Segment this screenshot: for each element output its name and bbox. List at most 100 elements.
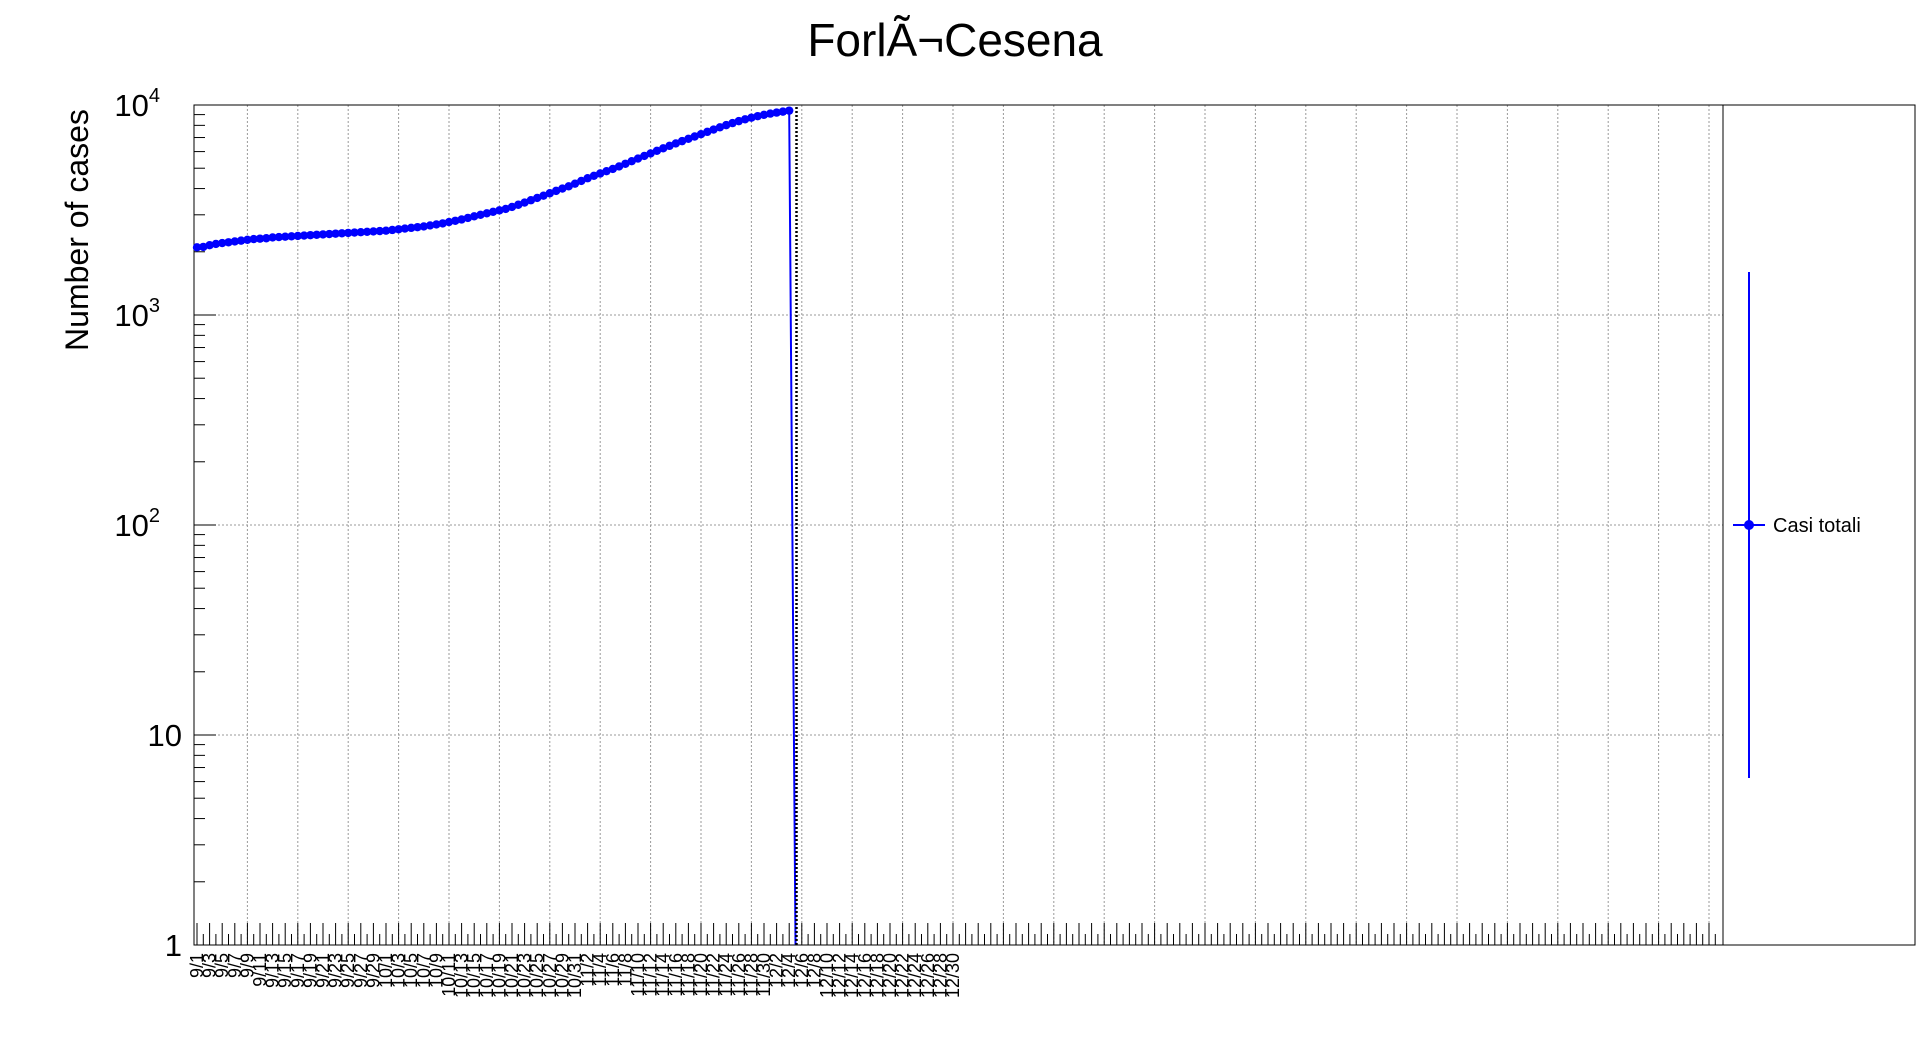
data-point bbox=[274, 232, 284, 242]
y-tick-exponent: 4 bbox=[149, 85, 160, 107]
x-tick-label: 10/3 bbox=[389, 953, 409, 988]
data-point bbox=[350, 228, 359, 237]
data-point bbox=[463, 213, 473, 223]
data-point bbox=[211, 239, 221, 249]
data-point bbox=[753, 111, 762, 121]
y-tick-exponent: 2 bbox=[149, 505, 160, 527]
y-tick-label: 102 bbox=[114, 505, 160, 543]
x-tick-label: 12/6 bbox=[792, 953, 812, 988]
data-point bbox=[205, 240, 214, 250]
x-tick-label: 12/12 bbox=[830, 953, 850, 998]
data-point bbox=[293, 231, 302, 241]
y-tick-label: 10 bbox=[148, 718, 182, 753]
x-tick-label: 12/8 bbox=[804, 953, 824, 988]
x-tick-label: 9/17 bbox=[288, 953, 308, 988]
data-point bbox=[596, 169, 605, 178]
x-tick-label: 9/11 bbox=[250, 953, 270, 987]
data-point bbox=[671, 139, 680, 148]
data-point bbox=[734, 116, 743, 126]
data-point bbox=[312, 230, 321, 239]
x-tick-label: 11/24 bbox=[716, 953, 736, 997]
x-tick-label: 11/18 bbox=[678, 953, 698, 997]
x-tick-label: 12/16 bbox=[855, 953, 875, 998]
data-point bbox=[457, 215, 466, 224]
x-tick-label: 11/8 bbox=[615, 953, 635, 987]
x-tick-label: 12/14 bbox=[842, 953, 862, 998]
data-point bbox=[539, 191, 548, 200]
x-tick-label: 9/21 bbox=[313, 953, 333, 988]
x-tick-label: 10/25 bbox=[527, 953, 547, 998]
data-point bbox=[268, 233, 277, 242]
x-tick-label: 11/26 bbox=[729, 953, 749, 997]
data-point bbox=[520, 198, 529, 207]
x-tick-label: 9/1 bbox=[187, 953, 207, 978]
data-point bbox=[362, 227, 372, 236]
x-tick-label: 11/22 bbox=[704, 953, 724, 997]
data-point bbox=[407, 223, 416, 233]
data-point bbox=[722, 120, 731, 130]
x-tick-label: 10/17 bbox=[477, 953, 497, 998]
data-point bbox=[243, 235, 252, 245]
data-point bbox=[476, 210, 485, 220]
data-point bbox=[344, 228, 353, 238]
x-tick-label: 11/20 bbox=[691, 953, 711, 997]
data-point bbox=[331, 229, 340, 238]
x-tick-label: 12/2 bbox=[767, 953, 787, 988]
data-point bbox=[507, 202, 517, 212]
data-point bbox=[482, 209, 491, 218]
y-tick-exponent: 3 bbox=[149, 295, 160, 317]
data-point bbox=[640, 151, 649, 161]
y-tick-label: 103 bbox=[114, 295, 160, 333]
legend-marker bbox=[1744, 520, 1754, 530]
data-point bbox=[665, 141, 674, 151]
x-tick-label: 9/9 bbox=[237, 953, 257, 978]
x-tick-label: 9/15 bbox=[275, 953, 295, 988]
data-point bbox=[526, 196, 536, 205]
grid-lines bbox=[194, 105, 1723, 945]
data-point bbox=[703, 127, 712, 137]
data-point bbox=[394, 225, 403, 234]
x-tick-label: 12/26 bbox=[918, 953, 938, 998]
data-point bbox=[501, 204, 510, 214]
x-tick-label: 10/7 bbox=[414, 953, 434, 988]
chart-title: ForlÃ¬Cesena bbox=[807, 14, 1103, 66]
data-point bbox=[747, 113, 756, 122]
y-tick-label: 104 bbox=[114, 85, 160, 123]
data-point bbox=[772, 108, 781, 117]
data-point bbox=[224, 238, 233, 247]
x-tick-label: 11/16 bbox=[666, 953, 686, 997]
data-point bbox=[230, 237, 239, 246]
data-point bbox=[425, 221, 435, 230]
x-tick-label: 12/10 bbox=[817, 953, 837, 998]
data-point bbox=[659, 144, 668, 153]
data-point bbox=[633, 154, 643, 163]
data-point bbox=[381, 226, 391, 235]
x-tick-label: 10/29 bbox=[552, 953, 572, 998]
data-point bbox=[470, 212, 479, 221]
data-point bbox=[709, 125, 718, 134]
axes: 1101021031049/19/39/59/79/99/119/139/159… bbox=[114, 85, 1716, 998]
legend-box bbox=[1722, 104, 1916, 946]
data-point bbox=[255, 234, 265, 243]
data-point bbox=[533, 193, 542, 203]
x-tick-label: 10/13 bbox=[452, 953, 472, 998]
data-point bbox=[318, 230, 328, 239]
data-point bbox=[545, 189, 554, 198]
data-point bbox=[306, 230, 315, 240]
data-point bbox=[759, 110, 769, 120]
data-point bbox=[514, 200, 523, 209]
data-point bbox=[444, 217, 454, 227]
data-point bbox=[419, 222, 428, 231]
data-point bbox=[728, 118, 737, 128]
data-point bbox=[558, 184, 567, 193]
x-tick-label: 11/14 bbox=[653, 953, 673, 997]
x-tick-label: 10/11 bbox=[439, 953, 459, 997]
x-tick-label: 10/23 bbox=[515, 953, 535, 998]
data-point bbox=[495, 206, 504, 215]
data-point bbox=[438, 219, 447, 228]
y-tick-base: 10 bbox=[114, 88, 148, 123]
data-point bbox=[696, 130, 706, 139]
data-point bbox=[281, 232, 290, 241]
